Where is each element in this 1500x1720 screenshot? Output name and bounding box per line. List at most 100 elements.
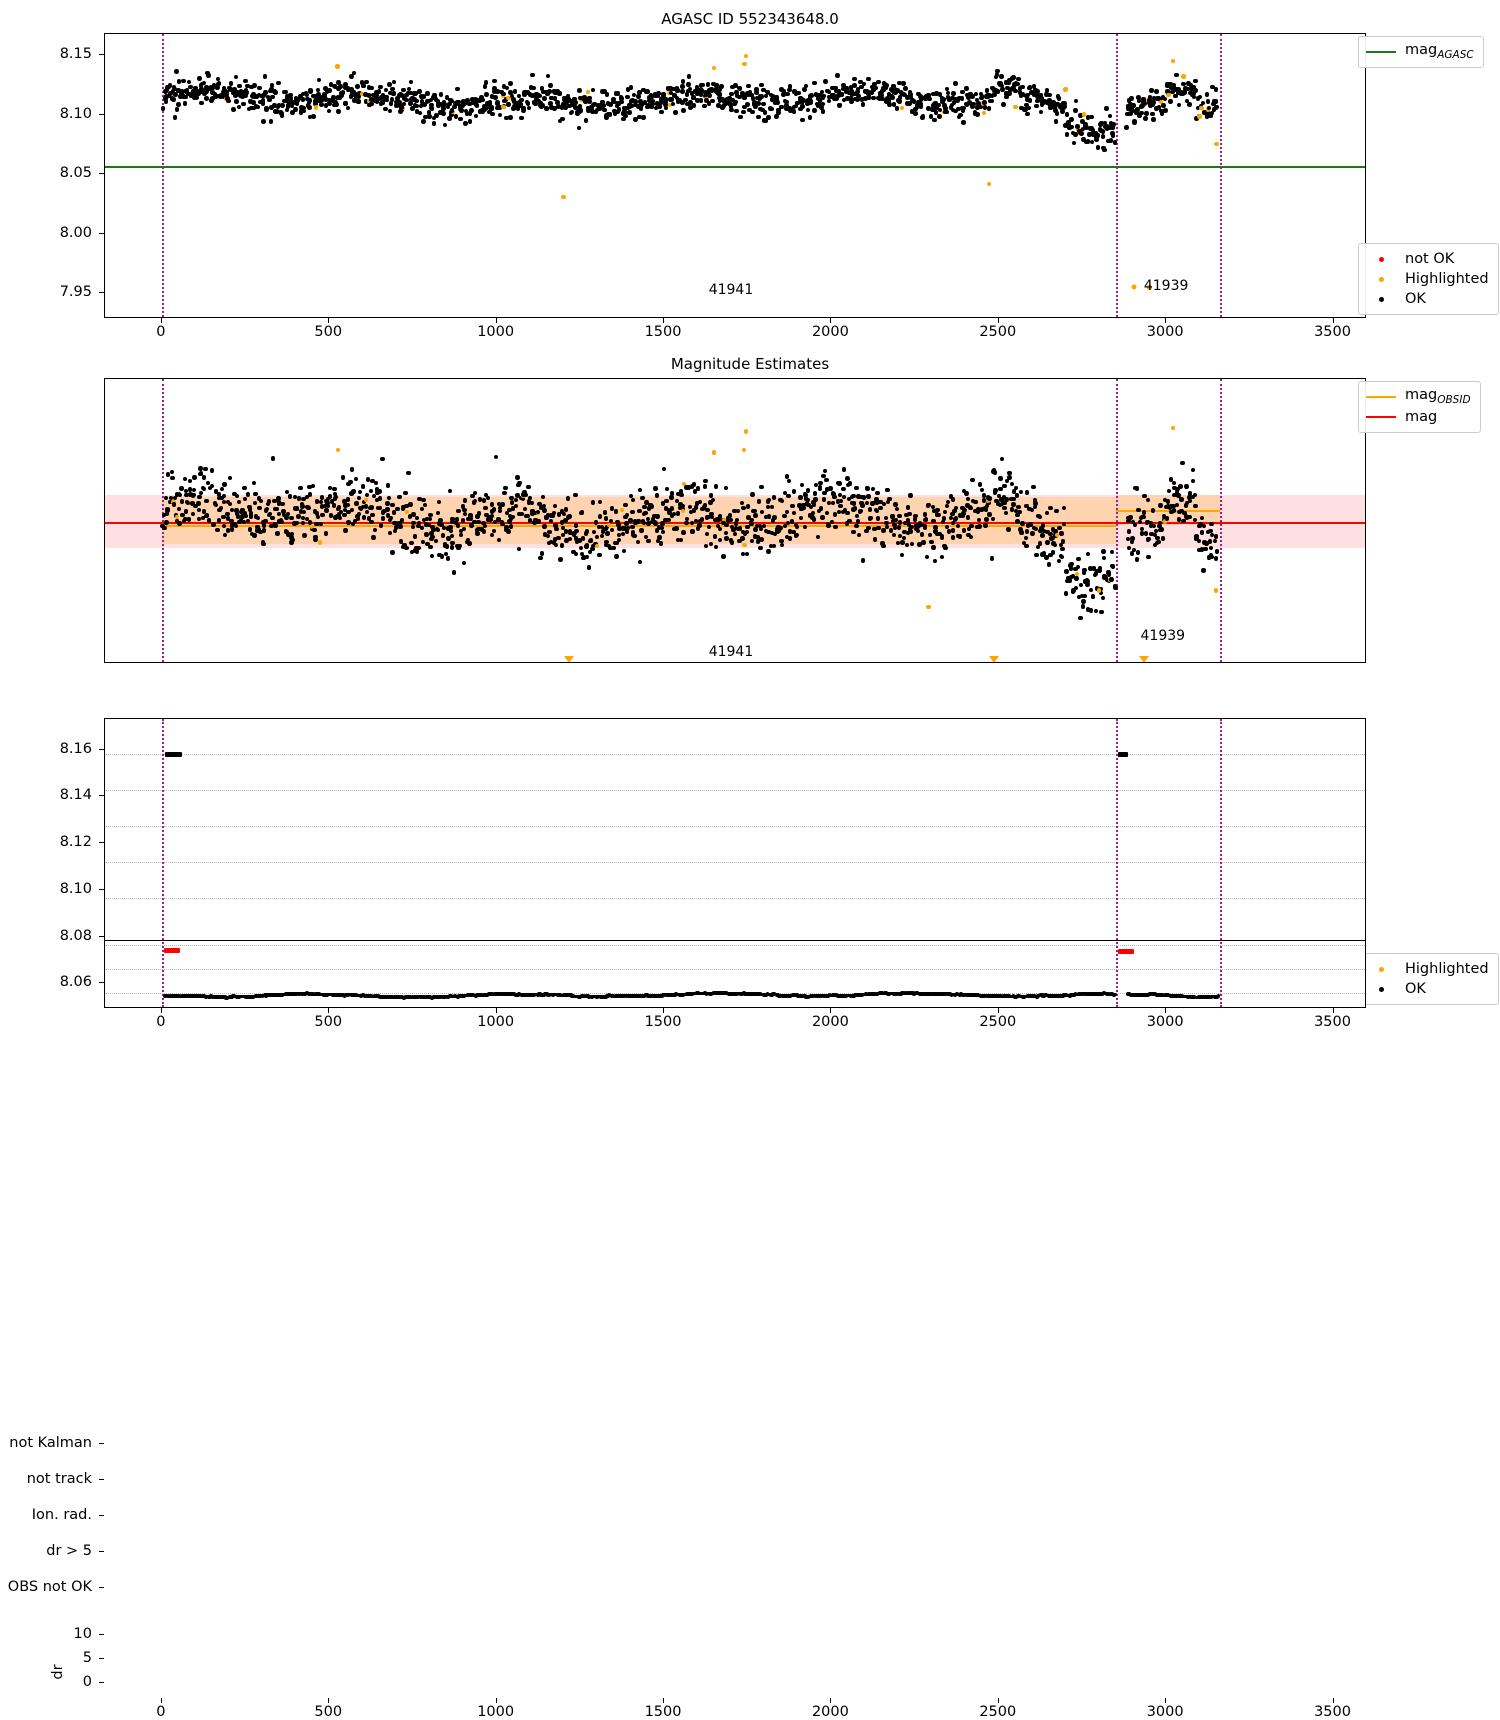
panel1-point-ok xyxy=(698,92,704,97)
panel2-point-ok xyxy=(674,526,679,531)
panel1-point-ok xyxy=(464,111,470,116)
panel1-point-ok xyxy=(817,98,823,103)
panel2-point-ok xyxy=(380,509,386,515)
panel2-point-ok xyxy=(319,495,325,500)
panel2-point-ok xyxy=(276,496,281,501)
panel1-point-ok xyxy=(374,93,379,98)
panel1-point-ok xyxy=(434,113,440,118)
panel2-point-ok xyxy=(695,486,700,491)
panel1-point-ok xyxy=(848,84,854,90)
panel3-dr-ytick-mark xyxy=(99,1634,104,1635)
panel2-point-ok xyxy=(1166,488,1172,494)
panel1-point-ok xyxy=(863,95,868,101)
panel2-point-ok xyxy=(780,542,785,548)
panel1-legend-item-2-label: OK xyxy=(1405,290,1426,307)
panel1-point-ok xyxy=(663,97,669,102)
panel2-point-ok xyxy=(888,528,894,533)
panel1-point-ok xyxy=(950,95,955,101)
panel1-point-ok xyxy=(912,106,918,112)
panel2-point-ok xyxy=(999,501,1005,507)
panel2-point-ok xyxy=(1078,615,1083,620)
panel1-point-ok xyxy=(1195,105,1201,111)
panel1-xtick-mark xyxy=(1165,318,1167,323)
panel1-point-ok xyxy=(1052,105,1058,111)
panel1-point-ok xyxy=(1011,82,1017,88)
panel2-point-ok xyxy=(624,521,629,526)
panel2-point-ok xyxy=(254,528,260,533)
panel1-point-ok xyxy=(747,107,752,113)
panel1-point-ok xyxy=(422,102,427,107)
panel1-point-ok xyxy=(685,101,690,107)
panel2-point-ok xyxy=(906,522,912,527)
panel1-point-ok xyxy=(487,109,492,115)
panel1-point-ok xyxy=(222,88,227,93)
panel2-clipped-marker xyxy=(563,656,574,662)
panel1-point-ok xyxy=(1095,145,1101,150)
panel2-point-ok xyxy=(545,512,550,518)
panel2-point-ok xyxy=(221,493,227,499)
panel1-point-ok xyxy=(320,96,325,102)
panel2-point-ok xyxy=(388,515,394,521)
panel1-point-ok xyxy=(549,104,554,110)
panel1-point-ok xyxy=(327,101,333,106)
panel2-point-ok xyxy=(656,525,662,530)
panel2-point-ok xyxy=(731,527,736,533)
panel1-axes: 41941 41939 xyxy=(104,33,1366,318)
panel2-legend-line-1-line-swatch xyxy=(1366,416,1396,418)
panel1-point-ok xyxy=(232,88,237,94)
panel2-point-ok xyxy=(552,503,558,509)
panel2-point-ok xyxy=(508,524,514,529)
panel2-point-ok xyxy=(771,495,777,500)
panel2-xtick-label: 1000 xyxy=(477,1014,515,1030)
panel2-point-ok xyxy=(1035,544,1041,550)
panel1-point-ok xyxy=(540,103,545,108)
panel1-point-ok xyxy=(880,87,886,93)
panel1-point-ok xyxy=(483,80,489,85)
panel2-point-ok xyxy=(390,550,395,555)
panel2-point-ok xyxy=(1126,545,1132,551)
panel2-point-ok xyxy=(694,501,700,506)
panel2-point-ok xyxy=(1106,570,1111,575)
panel2-point-ok xyxy=(1175,487,1180,492)
panel1-point-ok xyxy=(805,101,810,106)
panel2-point-ok xyxy=(653,486,658,491)
panel2-point-ok xyxy=(1181,518,1186,524)
panel2-point-ok xyxy=(1078,582,1084,588)
panel2-point-ok xyxy=(678,502,683,507)
panel2-point-ok xyxy=(913,513,918,519)
panel2-point-ok xyxy=(1021,540,1027,546)
panel2-point-ok xyxy=(1073,566,1078,572)
panel2-point-ok xyxy=(440,533,446,538)
panel2-point-ok xyxy=(851,493,856,498)
panel2-point-ok xyxy=(241,520,247,525)
panel2-point-ok xyxy=(874,500,879,505)
panel1-point-ok xyxy=(737,86,743,91)
panel2-point-ok xyxy=(1073,585,1079,590)
panel2-point-ok xyxy=(312,527,317,533)
panel1-point-ok xyxy=(438,92,444,98)
panel2-point-ok xyxy=(852,506,858,511)
panel2-point-ok xyxy=(787,536,793,541)
panel1-point-ok xyxy=(1205,109,1210,115)
panel2-point-ok xyxy=(481,498,487,503)
panel1-point-ok xyxy=(736,94,742,100)
panel1-point-ok xyxy=(1048,105,1054,111)
panel2-point-ok xyxy=(579,551,585,557)
panel2-point-ok xyxy=(468,513,473,518)
panel2-point-ok xyxy=(986,500,991,506)
panel2-point-ok xyxy=(174,518,180,524)
panel2-point-ok xyxy=(184,509,189,514)
panel2-point-ok xyxy=(854,523,859,529)
panel2-point-ok xyxy=(426,522,431,528)
panel2-point-ok xyxy=(1212,539,1218,544)
panel2-point-ok xyxy=(942,543,947,549)
panel1-point-ok xyxy=(269,87,274,92)
panel1-point-ok xyxy=(753,87,759,92)
panel1-point-ok xyxy=(943,109,949,115)
panel1-point-ok xyxy=(366,85,372,90)
panel2-legend-item-0-row: Highlighted xyxy=(1366,959,1489,979)
panel2-point-ok xyxy=(864,528,869,534)
panel1-point-ok xyxy=(307,98,313,103)
panel2-point-ok xyxy=(1044,555,1049,560)
panel2-ytick-mark xyxy=(99,795,104,797)
